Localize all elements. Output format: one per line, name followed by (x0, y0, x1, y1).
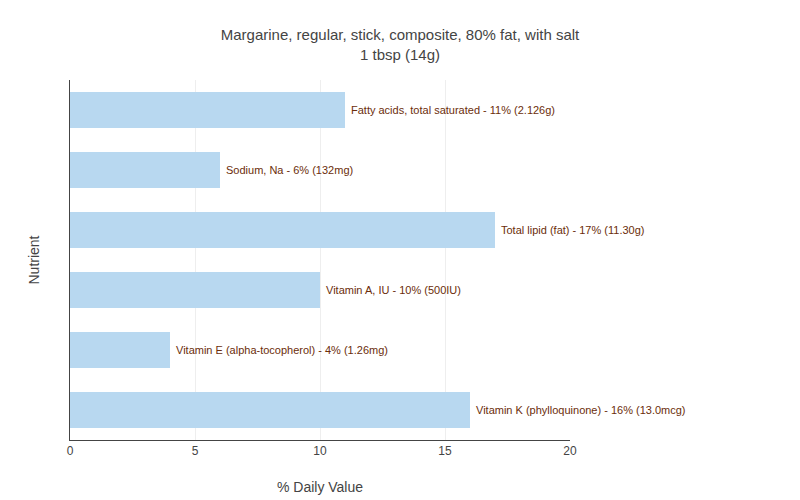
svg-text:Vitamin K (phylloquinone) - 16: Vitamin K (phylloquinone) - 16% (13.0mcg… (476, 404, 686, 416)
svg-text:5: 5 (192, 444, 199, 458)
svg-text:Nutrient: Nutrient (26, 235, 42, 284)
svg-text:0: 0 (67, 444, 74, 458)
svg-text:Vitamin E (alpha-tocopherol) -: Vitamin E (alpha-tocopherol) - 4% (1.26m… (176, 344, 388, 356)
svg-text:20: 20 (563, 444, 577, 458)
svg-text:Margarine, regular, stick, com: Margarine, regular, stick, composite, 80… (221, 26, 580, 63)
svg-text:Fatty acids, total saturated -: Fatty acids, total saturated - 11% (2.12… (351, 104, 555, 116)
svg-text:10: 10 (313, 444, 327, 458)
svg-text:% Daily Value: % Daily Value (277, 479, 363, 495)
svg-text:Total lipid (fat) - 17% (11.30: Total lipid (fat) - 17% (11.30g) (501, 224, 644, 236)
svg-text:Sodium, Na - 6% (132mg): Sodium, Na - 6% (132mg) (226, 164, 353, 176)
svg-text:15: 15 (438, 444, 452, 458)
svg-text:Vitamin A, IU - 10% (500IU): Vitamin A, IU - 10% (500IU) (326, 284, 461, 296)
